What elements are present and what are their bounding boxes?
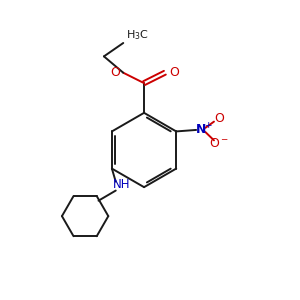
Text: H$_3$C: H$_3$C bbox=[126, 28, 148, 41]
Text: O: O bbox=[110, 66, 120, 79]
Text: NH: NH bbox=[113, 178, 130, 191]
Text: +: + bbox=[204, 121, 211, 130]
Text: O$^-$: O$^-$ bbox=[209, 137, 229, 150]
Text: O: O bbox=[214, 112, 224, 125]
Text: O: O bbox=[169, 66, 179, 79]
Text: N: N bbox=[196, 123, 207, 136]
